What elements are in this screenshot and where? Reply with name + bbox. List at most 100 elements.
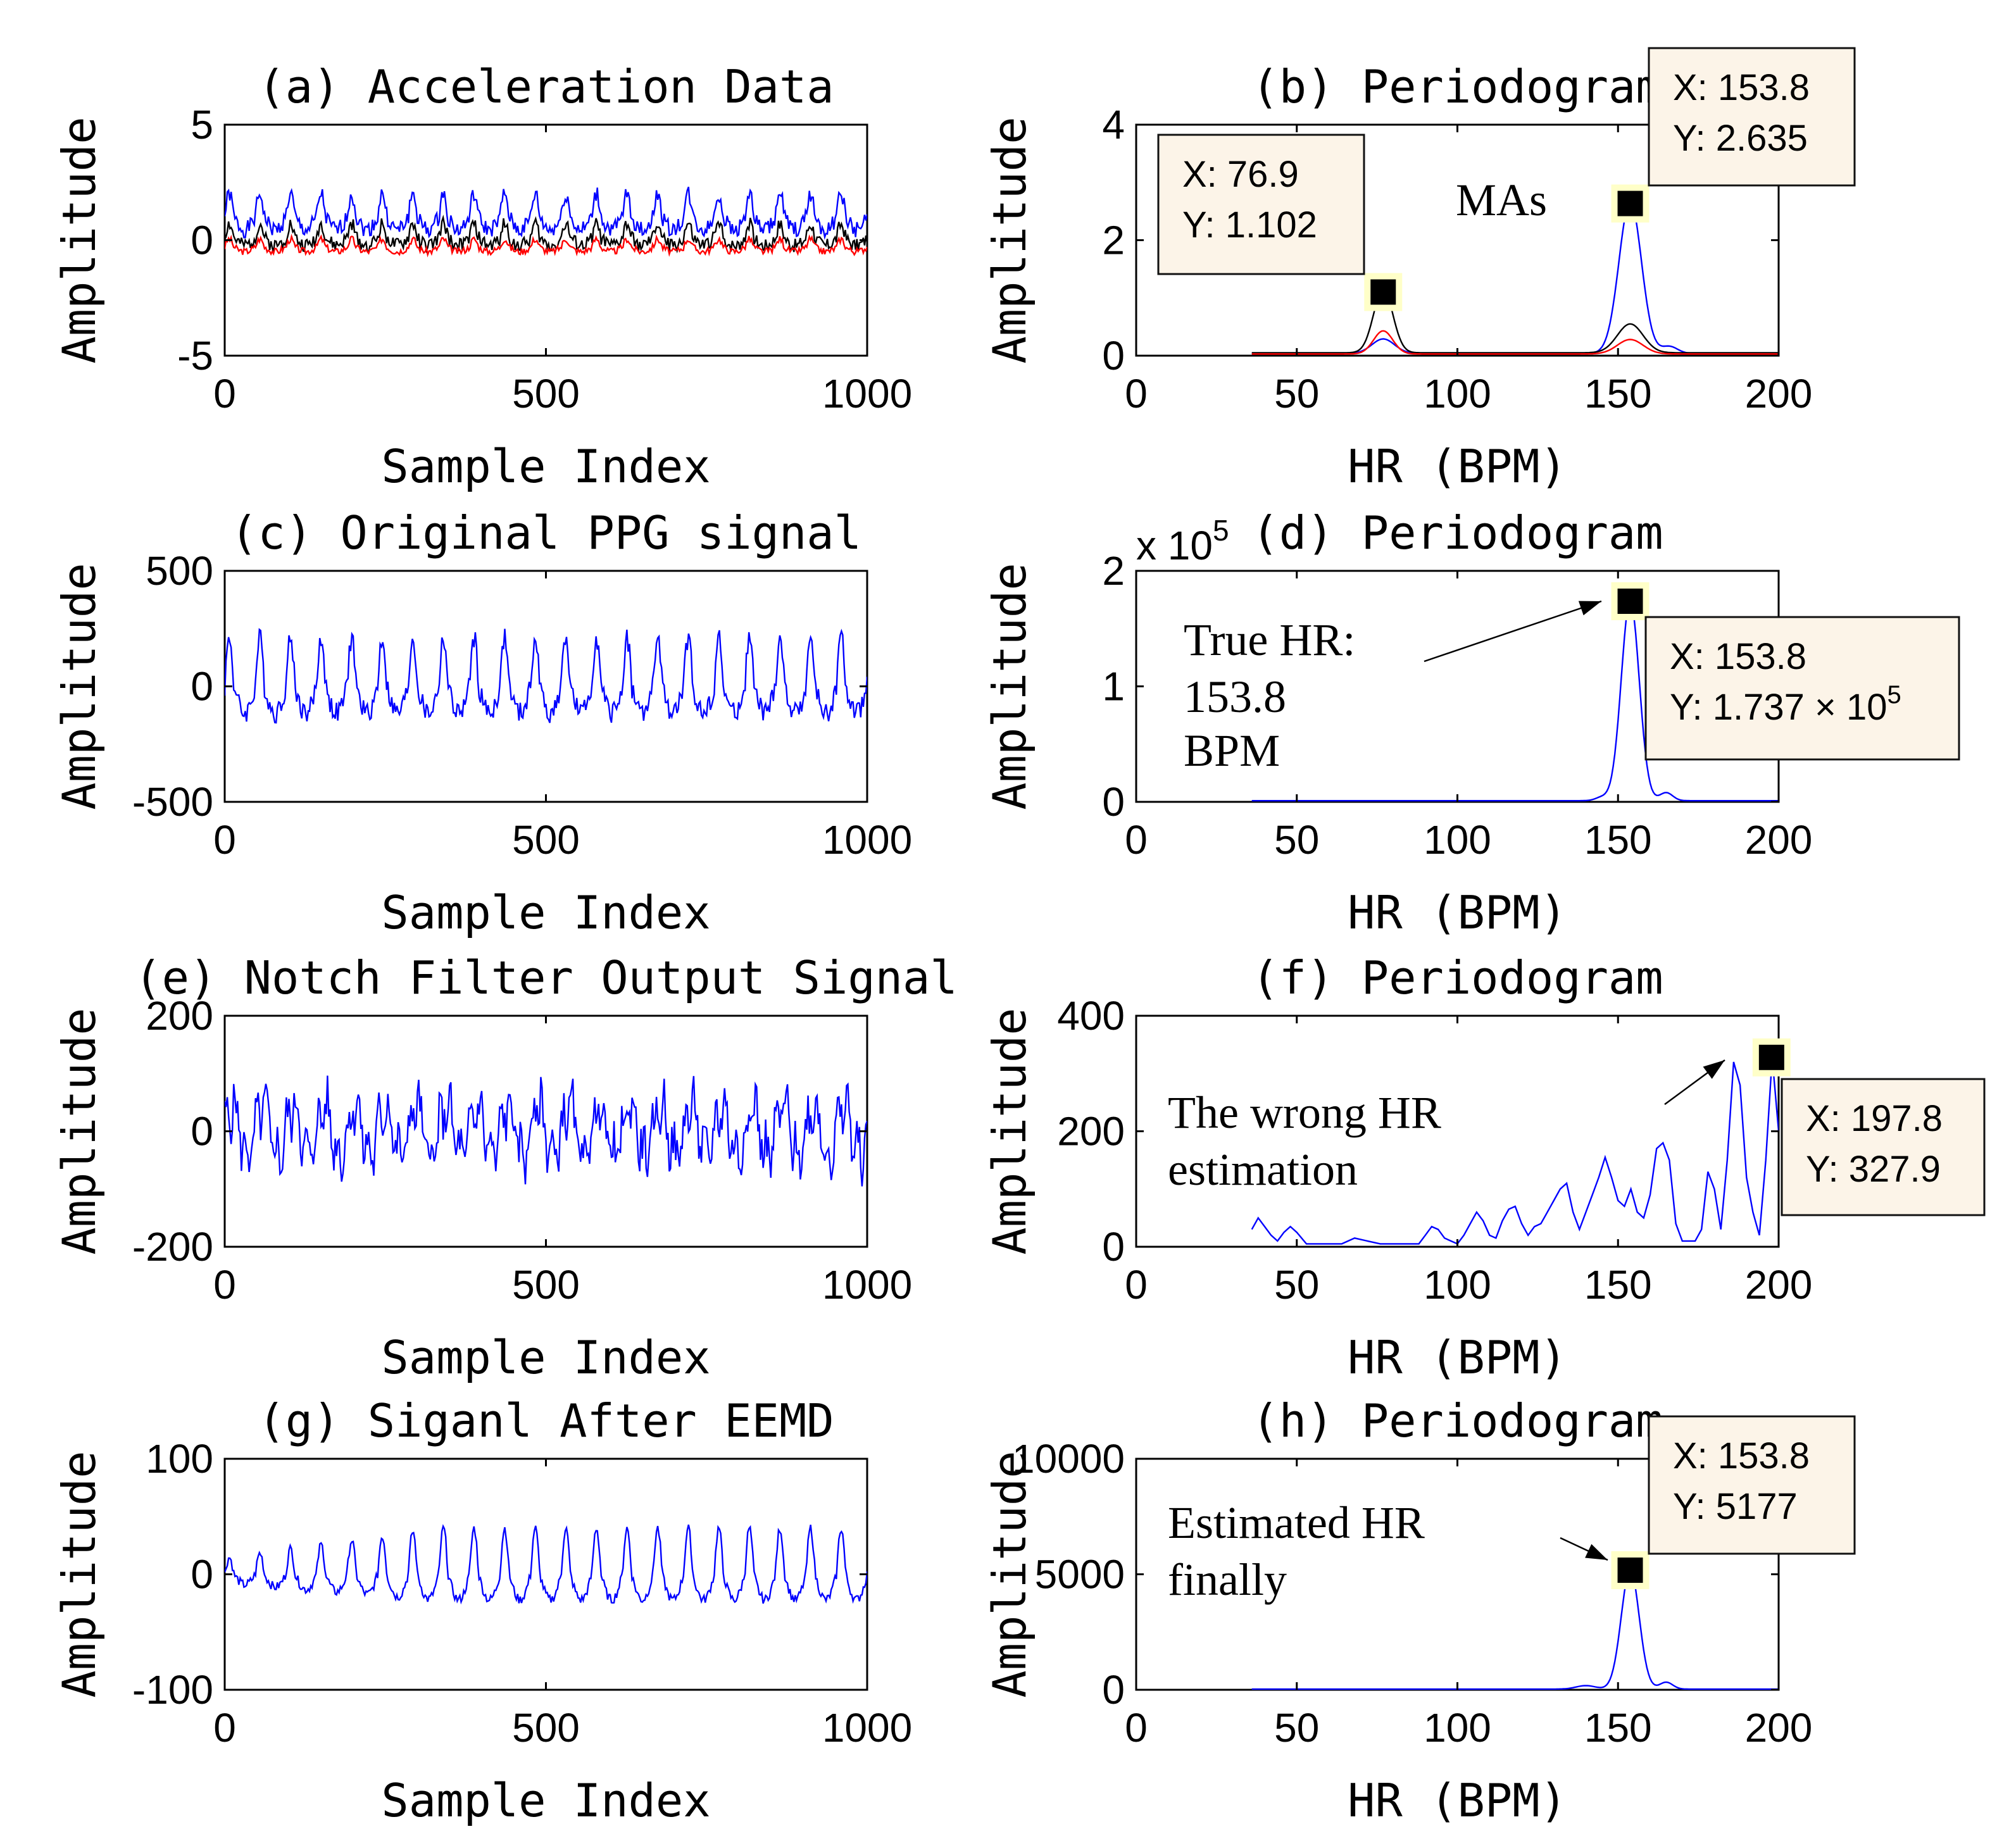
y-tick-label-c: 0: [191, 664, 213, 709]
y-tick-label-f: 400: [1057, 993, 1125, 1039]
x-tick-label-c: 1000: [822, 817, 912, 863]
datatip-x-b: X: 76.9: [1182, 154, 1299, 195]
x-tick-label-b: 100: [1424, 371, 1491, 416]
panel-title-e: (e) Notch Filter Output Signal: [134, 951, 957, 1004]
annotation-d-0: True HR:: [1184, 615, 1355, 665]
annotation-b-0: MAs: [1456, 175, 1547, 225]
datatip-y-h: Y: 5177: [1673, 1486, 1798, 1527]
plot-area-c: [223, 570, 868, 803]
x-tick-label-b: 150: [1584, 371, 1652, 416]
datatip-marker-d[interactable]: [1617, 588, 1643, 614]
y-tick-label-e: -200: [132, 1224, 213, 1270]
x-tick-label-g: 0: [213, 1705, 236, 1751]
datatip-box-d: [1644, 616, 1960, 761]
y-axis-label-b: Amplitude: [983, 116, 1036, 363]
x-tick-label-f: 200: [1745, 1262, 1813, 1308]
datatip-box-b: [1157, 134, 1365, 275]
panel-title-g: (g) Siganl After EEMD: [258, 1394, 834, 1447]
annotation-d-2: BPM: [1184, 725, 1280, 776]
x-axis-label-f: HR (BPM): [1348, 1331, 1567, 1384]
arrow-head-f: [1703, 1060, 1725, 1079]
datatip-x-h: X: 153.8: [1673, 1435, 1810, 1477]
y-tick-label-e: 0: [191, 1109, 213, 1154]
x-tick-label-a: 0: [213, 371, 236, 416]
datatip-marker-b[interactable]: [1617, 190, 1643, 216]
annotation-f-0: The wrong HR: [1168, 1087, 1441, 1138]
x-tick-label-h: 0: [1125, 1705, 1148, 1751]
series-line-f-notch-spectrum: [1251, 1057, 1779, 1245]
y-tick-label-e: 200: [146, 993, 213, 1039]
y-axis-label-h: Amplitude: [983, 1451, 1036, 1697]
x-tick-label-g: 500: [512, 1705, 580, 1751]
series-line-e-notch-out: [225, 1075, 867, 1187]
annotation-h-1: finally: [1168, 1554, 1287, 1605]
series-line-a-acc-y: [225, 215, 867, 254]
panel-b: 0 50 100 150 200 0 2 4 (b) Periodogram HR (BPM) Am…: [983, 47, 1856, 493]
x-tick-label-d: 50: [1274, 817, 1319, 863]
datatip-y-value: Y: 2.635: [1673, 118, 1808, 159]
datatip-y-exponent: 5: [1887, 681, 1901, 709]
x-tick-label-a: 500: [512, 371, 580, 416]
datatip-y-d: Y: 1.737 × 105: [1670, 681, 1901, 728]
series-line-h-eemd-spectrum: [1251, 1569, 1779, 1690]
x-axis-label-g: Sample Index: [381, 1774, 710, 1827]
datatip-y-b: Y: 2.635: [1673, 118, 1808, 159]
y-tick-label-c: -500: [132, 779, 213, 825]
panel-title-b: (b) Periodogram: [1251, 60, 1663, 113]
datatip-marker-b[interactable]: [1370, 279, 1396, 305]
annotation-h-0: Estimated HR: [1168, 1497, 1425, 1548]
x-tick-label-h: 50: [1274, 1705, 1319, 1751]
panel-title-a: (a) Acceleration Data: [258, 60, 834, 113]
x-tick-label-h: 100: [1424, 1705, 1491, 1751]
series-line-c-ppg: [225, 628, 867, 724]
annotation-d-1: 153.8: [1184, 671, 1286, 722]
y-axis-label-c: Amplitude: [53, 563, 106, 809]
x-tick-label-e: 0: [213, 1262, 236, 1308]
series-line-b-red: [1251, 330, 1779, 355]
panel-title-d: (d) Periodogram: [1251, 506, 1663, 559]
panel-a: 0 500 1000-505(a) Acceleration DataSample …: [53, 60, 912, 493]
datatip-box-f: [1781, 1078, 1986, 1216]
y-tick-label-a: -5: [177, 333, 213, 378]
x-axis-label-b: HR (BPM): [1348, 440, 1567, 493]
y-tick-label-g: -100: [132, 1667, 213, 1713]
exponent-prefix: x 10: [1136, 523, 1213, 568]
arrow-head-d: [1578, 601, 1601, 616]
x-tick-label-a: 1000: [822, 371, 912, 416]
x-tick-label-d: 100: [1424, 817, 1491, 863]
y-tick-label-d: 0: [1102, 779, 1125, 825]
y-tick-label-g: 0: [191, 1552, 213, 1597]
datatip-box-h: [1648, 1415, 1856, 1555]
x-tick-label-f: 150: [1584, 1262, 1652, 1308]
y-axis-label-a: Amplitude: [53, 116, 106, 363]
y-tick-label-d: 2: [1102, 548, 1125, 594]
x-tick-label-e: 1000: [822, 1262, 912, 1308]
exponent-label-d: x 105: [1136, 514, 1229, 568]
datatip-y-value: Y: 1.737 × 10: [1670, 687, 1887, 728]
x-axis-label-e: Sample Index: [381, 1331, 710, 1384]
y-axis-label-d: Amplitude: [983, 563, 1036, 809]
panel-f: 0 50 100 150 200 0 200 400 (f) Periodogram HR (BP…: [983, 951, 1986, 1384]
x-tick-label-g: 1000: [822, 1705, 912, 1751]
plot-area-f: [1135, 1015, 1780, 1248]
series-line-d-ppg-spectrum: [1251, 599, 1779, 802]
x-tick-label-f: 50: [1274, 1262, 1319, 1308]
x-tick-label-f: 0: [1125, 1262, 1148, 1308]
datatip-y-value: Y: 1.102: [1182, 204, 1317, 246]
datatip-y-value: Y: 5177: [1673, 1486, 1798, 1527]
annotation-arrow-d: [1424, 600, 1602, 663]
datatip-marker-f[interactable]: [1758, 1044, 1784, 1070]
datatip-x-d: X: 153.8: [1670, 636, 1806, 677]
x-axis-label-c: Sample Index: [381, 886, 710, 939]
datatip-x-f: X: 197.8: [1806, 1098, 1943, 1139]
panel-d: 0 50 100 150 200 0 1 2 (d) Periodogram HR (BPM) Am…: [983, 506, 1960, 939]
panel-title-c: (c) Original PPG signal: [230, 506, 861, 559]
x-tick-label-c: 500: [512, 817, 580, 863]
x-tick-label-d: 0: [1125, 817, 1148, 863]
panel-title-h: (h) Periodogram: [1251, 1394, 1663, 1447]
y-tick-label-h: 10000: [1012, 1436, 1125, 1482]
datatip-marker-h[interactable]: [1617, 1558, 1643, 1583]
